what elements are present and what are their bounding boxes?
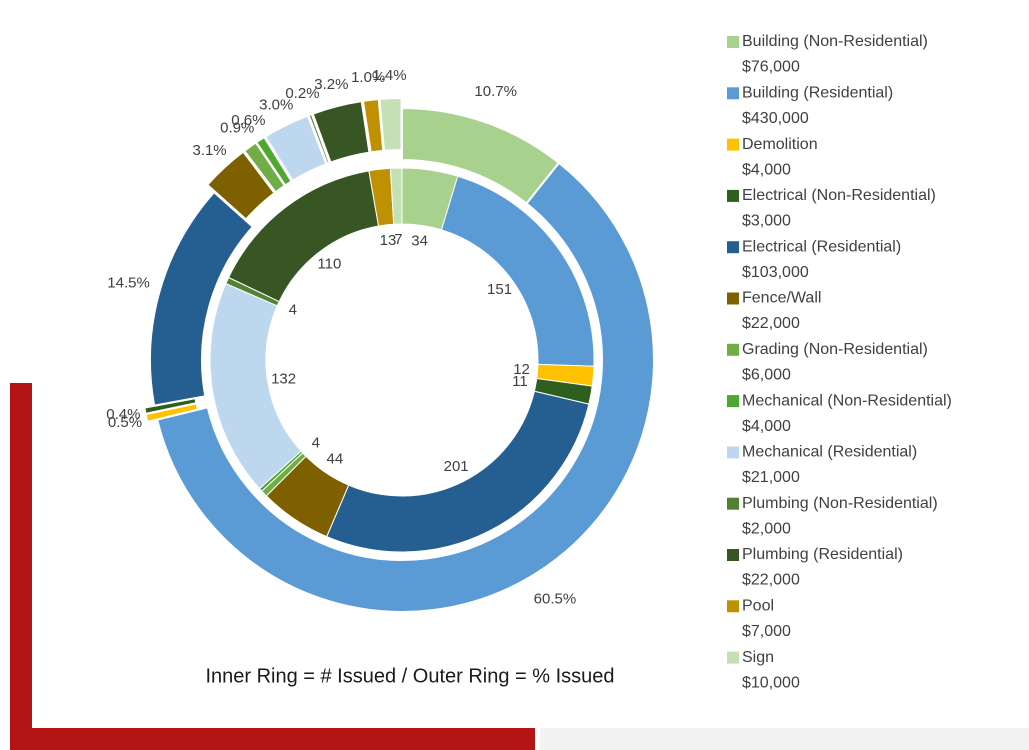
legend-swatch [727,651,739,664]
legend-label: Grading (Non-Residential) [742,341,928,358]
data-label: 10.7% [474,83,517,100]
legend-amount: $6,000 [742,367,791,384]
legend-amount: $10,000 [742,674,800,691]
legend-swatch [727,446,739,459]
data-label: 3.1% [192,142,226,159]
legend-amount: $4,000 [742,418,791,435]
legend-label: Demolition [742,136,818,153]
legend-label: Sign [742,649,774,666]
legend-swatch [727,343,739,356]
legend-amount: $2,000 [742,520,791,537]
legend-swatch [727,36,739,48]
legend-swatch [727,549,739,561]
legend-label: Electrical (Non-Residential) [742,187,936,204]
data-label: 11 [512,373,528,390]
legend-amount: $3,000 [742,213,791,230]
legend-swatch [727,600,739,613]
data-label: 1.4% [372,67,406,84]
legend-label: Fence/Wall [742,290,821,307]
legend-label: Plumbing (Residential) [742,546,903,563]
data-label: 0.2% [285,85,319,102]
data-label: 7 [394,231,402,248]
data-label: 3.2% [314,76,348,93]
legend-amount: $21,000 [742,469,800,486]
data-label: 132 [271,370,296,387]
legend-amount: $7,000 [742,623,791,640]
legend-label: Building (Residential) [742,85,893,102]
legend-amount: $22,000 [742,572,800,589]
outer-slice [205,150,277,221]
data-label: 0.4% [106,406,140,423]
legend-swatch [727,189,739,202]
data-label: 1.0% [351,69,385,86]
data-label: 12 [513,361,530,378]
legend-label: Building (Non-Residential) [742,33,928,50]
caption: Inner Ring = # Issued / Outer Ring = % I… [205,665,614,687]
legend-swatch [727,87,739,100]
data-label: 34 [411,232,428,249]
outer-slice [263,114,328,183]
data-label: 44 [327,450,344,467]
decor-bar [10,728,535,750]
legend-label: Pool [742,598,774,615]
data-label: 201 [444,458,469,475]
data-label: 0.5% [108,414,142,431]
data-label: 0.9% [220,120,254,137]
legend-swatch [727,241,739,254]
data-label: 4 [312,434,320,451]
data-label: 13 [380,232,397,249]
legend-swatch [727,138,739,151]
legend-label: Electrical (Residential) [742,238,901,255]
legend-swatch [727,292,739,305]
data-label: 60.5% [534,590,577,607]
inner-slice [389,167,403,225]
legend-label: Plumbing (Non-Residential) [742,495,938,512]
legend-label: Mechanical (Residential) [742,444,917,461]
background-strip [540,728,1029,750]
outer-slice [378,97,403,152]
outer-slice [254,135,293,187]
outer-slice [311,100,371,164]
data-label: 4 [289,301,297,318]
legend-amount: $4,000 [742,161,791,178]
data-label: 151 [487,281,512,298]
legend-swatch [727,497,739,510]
data-label: 14.5% [107,274,150,291]
legend-amount: $22,000 [742,315,800,332]
legend-swatch [727,395,739,408]
decor-bar [10,383,32,750]
data-label: 3.0% [259,96,293,113]
legend-label: Mechanical (Non-Residential) [742,392,952,409]
legend-amount: $76,000 [742,59,800,76]
outer-slice [307,112,331,166]
legend-amount: $103,000 [742,264,809,281]
legend-amount: $430,000 [742,110,809,127]
data-label: 110 [317,255,341,272]
data-label: 0.6% [231,112,265,129]
outer-slice [155,161,655,613]
